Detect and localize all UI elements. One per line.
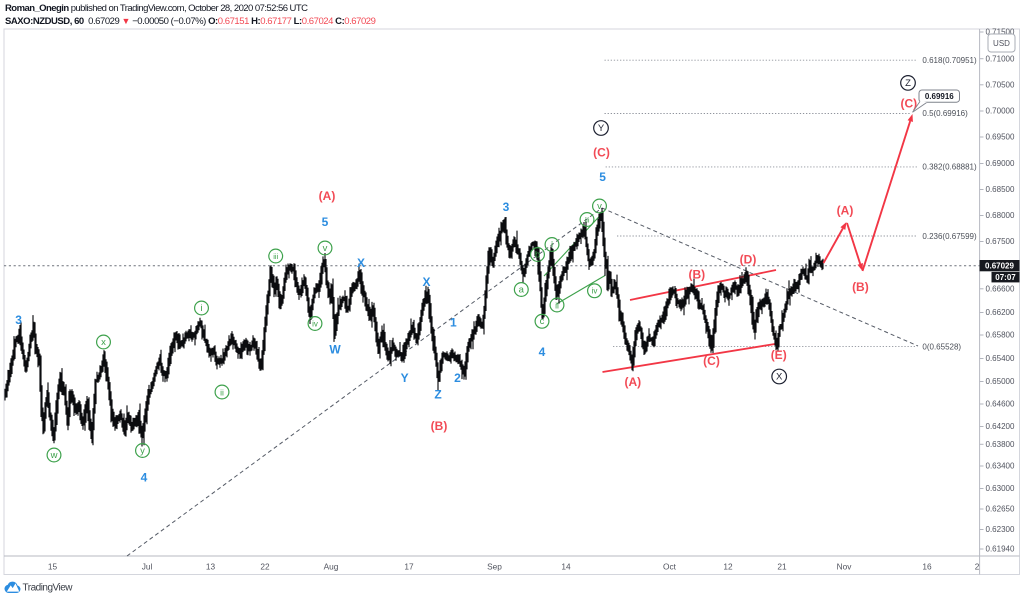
svg-text:0.66200: 0.66200: [986, 308, 1015, 317]
svg-text:W: W: [329, 343, 341, 357]
svg-text:3: 3: [15, 313, 22, 327]
svg-text:0.236(0.67599): 0.236(0.67599): [922, 232, 977, 241]
svg-text:3: 3: [503, 200, 510, 214]
svg-text:Aug: Aug: [324, 562, 339, 572]
svg-text:0.70000: 0.70000: [986, 107, 1015, 116]
svg-text:0.68000: 0.68000: [986, 211, 1015, 220]
svg-text:0.382(0.68881): 0.382(0.68881): [922, 163, 977, 172]
svg-text:0.71000: 0.71000: [986, 54, 1015, 63]
svg-text:0.64200: 0.64200: [986, 422, 1015, 431]
svg-text:ii: ii: [220, 387, 224, 397]
svg-text:13: 13: [206, 562, 216, 572]
svg-text:y: y: [140, 445, 145, 456]
svg-text:w: w: [50, 450, 58, 461]
svg-text:0.5(0.69916): 0.5(0.69916): [922, 109, 968, 118]
svg-text:0.65800: 0.65800: [986, 331, 1015, 340]
svg-text:v: v: [323, 243, 328, 254]
svg-text:21: 21: [777, 562, 787, 572]
svg-text:Z: Z: [905, 78, 911, 89]
svg-text:Oct: Oct: [663, 562, 677, 572]
svg-text:(A): (A): [837, 204, 854, 218]
svg-text:Y: Y: [598, 123, 605, 134]
svg-text:2: 2: [975, 562, 980, 572]
svg-text:X: X: [422, 275, 430, 289]
svg-text:0.65000: 0.65000: [986, 377, 1015, 386]
svg-text:Jul: Jul: [142, 562, 153, 572]
svg-text:b: b: [535, 249, 540, 260]
svg-text:(D): (D): [740, 253, 757, 267]
svg-text:0.64600: 0.64600: [986, 400, 1015, 409]
svg-text:iv: iv: [312, 319, 318, 328]
svg-text:Y: Y: [401, 371, 409, 385]
svg-text:0.70500: 0.70500: [986, 81, 1015, 90]
svg-text:0.618(0.70951): 0.618(0.70951): [922, 56, 977, 65]
svg-text:0(0.65528): 0(0.65528): [922, 342, 961, 351]
svg-text:(C): (C): [593, 146, 610, 160]
svg-text:iii: iii: [585, 215, 590, 224]
svg-text:4: 4: [539, 345, 546, 359]
svg-text:22: 22: [260, 562, 270, 572]
svg-text:(A): (A): [319, 189, 336, 203]
svg-text:17: 17: [404, 562, 414, 572]
svg-text:(B): (B): [688, 268, 705, 282]
svg-text:i: i: [551, 239, 553, 250]
svg-text:0.71500: 0.71500: [986, 28, 1015, 37]
svg-text:0.67029: 0.67029: [985, 262, 1014, 271]
svg-text:0.67500: 0.67500: [986, 237, 1015, 246]
svg-text:0.62650: 0.62650: [986, 505, 1015, 514]
svg-text:0.69916: 0.69916: [925, 92, 954, 101]
svg-text:X: X: [776, 371, 783, 382]
svg-text:Z: Z: [434, 388, 441, 402]
svg-text:iv: iv: [592, 287, 598, 296]
svg-text:(E): (E): [771, 348, 787, 362]
svg-text:15: 15: [48, 562, 58, 572]
svg-text:2: 2: [454, 371, 461, 385]
svg-text:16: 16: [922, 562, 932, 572]
svg-text:v: v: [597, 201, 602, 212]
svg-text:0.69500: 0.69500: [986, 133, 1015, 142]
svg-text:iii: iii: [273, 252, 278, 261]
svg-text:1: 1: [450, 316, 457, 330]
svg-text:4: 4: [141, 471, 148, 485]
svg-text:x: x: [101, 337, 106, 348]
svg-text:Sep: Sep: [487, 562, 502, 572]
svg-text:5: 5: [599, 170, 606, 184]
svg-text:0.68500: 0.68500: [986, 185, 1015, 194]
svg-text:0.61940: 0.61940: [986, 545, 1015, 554]
svg-text:12: 12: [723, 562, 733, 572]
svg-text:X: X: [357, 256, 365, 270]
svg-text:07:07: 07:07: [995, 273, 1016, 282]
svg-text:TradingView: TradingView: [23, 583, 74, 594]
svg-text:(B): (B): [431, 419, 448, 433]
svg-text:a: a: [519, 284, 525, 295]
svg-text:USD: USD: [993, 39, 1010, 48]
svg-text:0.62300: 0.62300: [986, 525, 1015, 534]
svg-text:(C): (C): [703, 354, 720, 368]
svg-text:i: i: [200, 303, 202, 314]
svg-text:(B): (B): [852, 280, 869, 294]
svg-text:(A): (A): [624, 375, 641, 389]
svg-text:5: 5: [322, 215, 329, 229]
svg-text:0.65400: 0.65400: [986, 354, 1015, 363]
svg-text:0.63800: 0.63800: [986, 440, 1015, 449]
svg-text:0.63400: 0.63400: [986, 462, 1015, 471]
svg-text:0.63000: 0.63000: [986, 484, 1015, 493]
svg-text:ii: ii: [555, 300, 559, 310]
svg-text:0.69000: 0.69000: [986, 159, 1015, 168]
svg-text:Nov: Nov: [837, 562, 853, 572]
svg-text:14: 14: [561, 562, 571, 572]
svg-text:c: c: [540, 316, 545, 327]
svg-text:0.66600: 0.66600: [986, 285, 1015, 294]
svg-text:(C): (C): [900, 97, 917, 111]
